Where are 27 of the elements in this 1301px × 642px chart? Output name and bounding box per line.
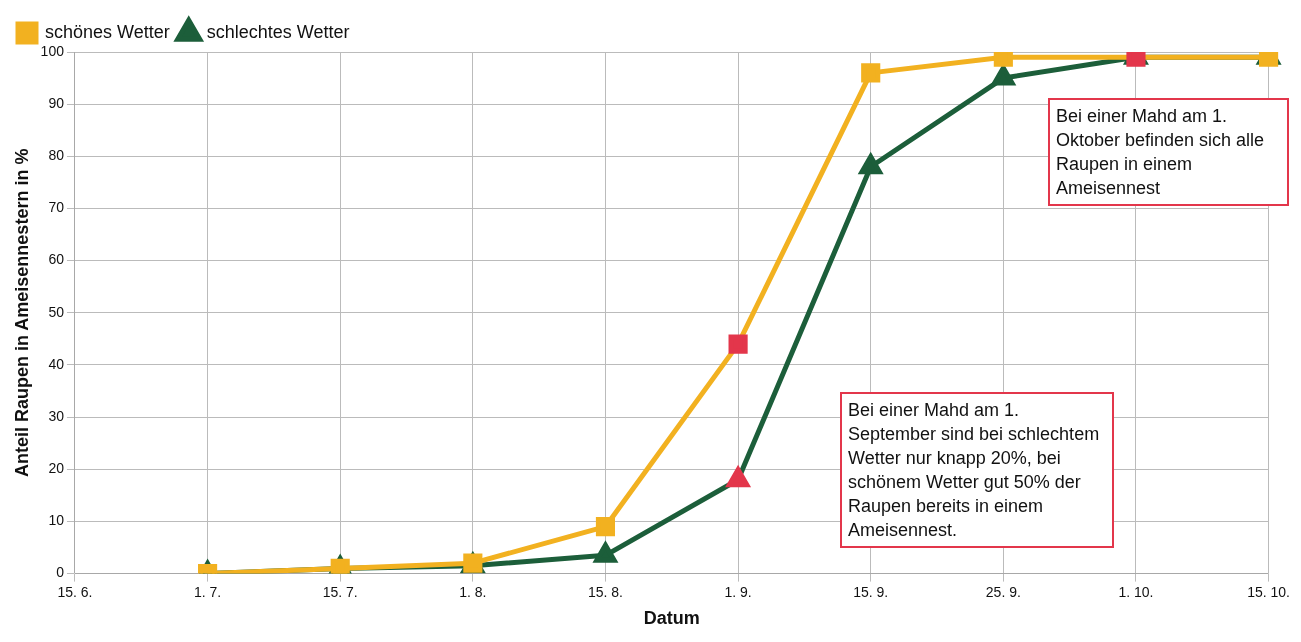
y-tick-label: 80 <box>48 147 65 164</box>
y-axis-title: Anteil Raupen in Ameisennestern in % <box>11 148 32 477</box>
y-tick-label: 60 <box>48 251 65 268</box>
x-axis-title: Datum <box>643 608 700 629</box>
y-tick-label: 0 <box>56 564 65 581</box>
x-tick-label: 15. 9. <box>853 583 889 600</box>
annotation: Bei einer Mahd am 1. Oktober befinden sich alle Raupen in einem Ameisennest <box>1048 98 1289 206</box>
y-tick-label: 40 <box>48 355 65 372</box>
x-tick-label: 15. 10. <box>1247 583 1291 600</box>
x-tick-label: 1. 9. <box>724 583 752 600</box>
y-tick-label: 50 <box>48 303 65 320</box>
y-tick-label: 70 <box>48 199 65 216</box>
legend-label: schönes Wetter <box>45 21 170 42</box>
x-tick-label: 15. 6. <box>57 583 93 600</box>
y-tick-label: 100 <box>40 42 65 59</box>
y-tick-label: 30 <box>48 407 65 424</box>
x-tick-label: 15. 8. <box>587 583 623 600</box>
y-tick-label: 10 <box>48 512 65 529</box>
legend-label: schlechtes Wetter <box>206 21 350 42</box>
x-tick-label: 1. 8. <box>459 583 487 600</box>
y-tick-label: 20 <box>48 460 65 477</box>
x-tick-label: 1. 7. <box>193 583 222 600</box>
y-tick-label: 90 <box>48 95 65 112</box>
annotation: Bei einer Mahd am 1. September sind bei schlechtem Wetter nur knapp 20%, bei schönem Wetter gut 50% der Raupen bereits in einem Ameisennest. <box>840 392 1114 548</box>
x-tick-label: 25. 9. <box>985 583 1021 600</box>
x-tick-label: 15. 7. <box>322 583 358 600</box>
x-tick-label: 1. 10. <box>1118 583 1154 600</box>
